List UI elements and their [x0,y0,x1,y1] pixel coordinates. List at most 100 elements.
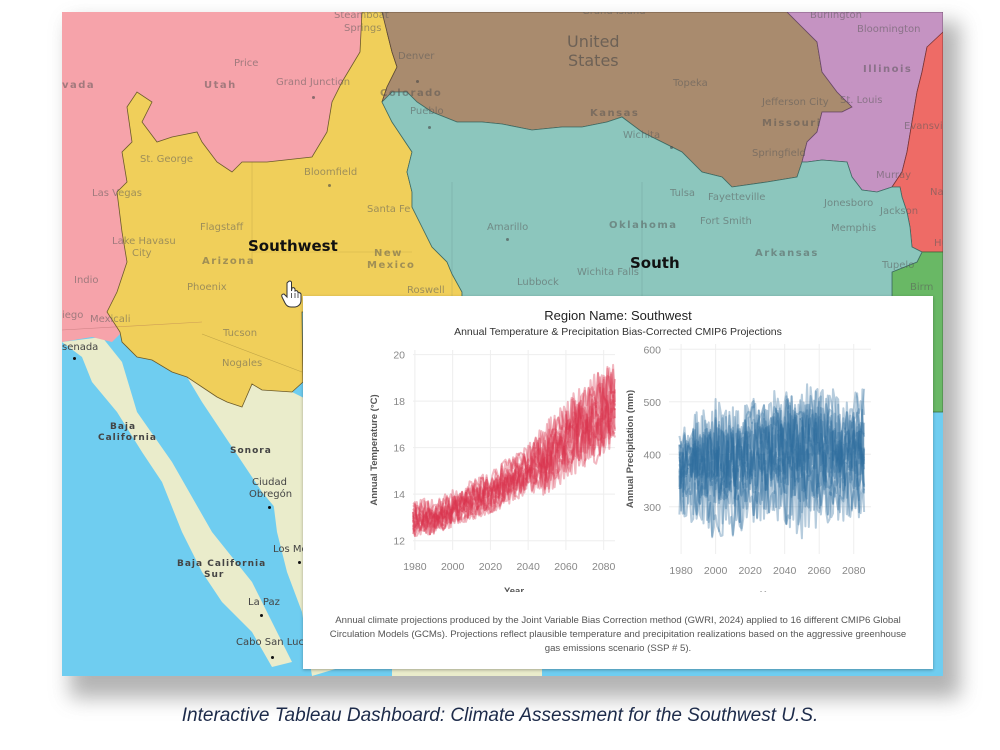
svg-text:18: 18 [393,396,405,408]
city-label-steamboat: Steamboat [334,12,389,21]
temperature-chart[interactable]: 1980 2000 2020 2040 2060 2080 12 14 16 18 20 Year An… [363,342,623,592]
city-label-jefferson-city: Jefferson City [762,97,829,108]
city-label-jackson: Jackson [880,206,919,217]
svg-text:2060: 2060 [554,561,578,573]
city-label-springs: Springs [344,23,382,34]
city-label-burlington: Burlington [810,12,862,21]
city-label-ensenada: senada [62,342,99,353]
city-label-st-george: St. George [140,154,194,165]
city-label-lubbock: Lubbock [517,277,559,288]
city-label-huntsville: Hu [934,238,943,249]
city-label-topeka: Topeka [673,78,708,89]
city-label-tulsa: Tulsa [670,188,696,199]
city-label-phoenix: Phoenix [187,282,227,293]
svg-text:Annual Precipitation (mm): Annual Precipitation (mm) [625,390,636,508]
city-label-evansville: Evansvil [904,121,943,132]
svg-text:2020: 2020 [738,565,762,577]
city-label-fort-smith: Fort Smith [700,216,752,227]
city-label-roswell: Roswell [407,285,445,296]
state-label-baja-california: California [98,433,157,443]
city-label-st-louis: St. Louis [840,95,883,106]
city-label-tupelo: Tupelo [882,260,915,271]
city-label-city: City [132,248,152,259]
tooltip-subtitle: Annual Temperature & Precipitation Bias-… [454,326,782,338]
svg-text:Year: Year [504,586,524,592]
city-label-murray: Murray [876,170,912,181]
hand-pointer-cursor-icon [281,280,302,308]
city-label-pueblo: Pueblo [410,106,444,117]
region-label-south[interactable]: South [630,254,680,272]
city-label-springfield: Springfield [752,148,806,159]
state-label-illinois: Illinois [863,64,913,75]
svg-text:Year: Year [760,590,780,592]
state-label-arkansas: Arkansas [755,248,819,259]
svg-text:16: 16 [393,443,405,455]
city-label-flagstaff: Flagstaff [200,222,244,233]
city-label-fayetteville: Fayetteville [708,192,766,203]
state-label-baja: Baja [110,422,137,432]
svg-text:1980: 1980 [403,561,427,573]
country-label: United States [567,32,620,70]
region-tooltip: Region Name: Southwest Annual Temperatur… [303,296,933,669]
state-label-missouri: Missouri [762,118,822,129]
city-label-nogales: Nogales [222,358,263,369]
svg-text:12: 12 [393,536,405,548]
city-label-los-mochis: Los Mo [273,544,308,555]
svg-text:2000: 2000 [704,565,728,577]
region-map[interactable]: United States Southwest South vada Utah A… [62,12,943,676]
svg-text:2060: 2060 [808,565,832,577]
state-label-sur: Sur [204,570,225,580]
state-label-arizona: Arizona [202,256,256,267]
city-label-la-paz: La Paz [248,597,280,608]
svg-text:Annual Temperature (°C): Annual Temperature (°C) [369,394,380,505]
city-label-bloomington: Bloomington [857,24,921,35]
svg-text:2080: 2080 [842,565,866,577]
tooltip-title: Region Name: Southwest [544,308,692,323]
city-label-amarillo: Amarillo [487,222,529,233]
svg-text:2040: 2040 [773,565,797,577]
city-label-grand-junction: Grand Junction [276,77,351,88]
city-label-bloomfield: Bloomfield [304,167,358,178]
city-label-price: Price [234,58,259,69]
svg-text:300: 300 [643,502,661,514]
svg-text:20: 20 [393,350,405,362]
city-label-birmingham: Birm [910,282,934,293]
state-label-colorado: Colorado [380,88,443,99]
city-label-memphis: Memphis [831,223,877,234]
svg-text:14: 14 [393,489,405,501]
svg-text:400: 400 [643,449,661,461]
region-label-southwest[interactable]: Southwest [248,237,338,255]
city-label-grand-island: Grand Island [582,12,646,17]
state-label-oklahoma: Oklahoma [609,220,678,231]
svg-text:1980: 1980 [669,565,693,577]
svg-text:2040: 2040 [516,561,540,573]
svg-text:2080: 2080 [592,561,616,573]
city-label-indio: Indio [74,275,99,286]
city-label-lake-havasu: Lake Havasu [112,236,176,247]
state-label-nevada: vada [62,80,96,91]
state-label-kansas: Kansas [590,108,640,119]
city-label-wichita: Wichita [623,130,661,141]
svg-text:2000: 2000 [441,561,465,573]
city-label-ciudad: Ciudad [252,477,287,488]
city-label-jonesboro: Jonesboro [824,198,874,209]
figure-caption: Interactive Tableau Dashboard: Climate A… [181,705,819,726]
state-label-new-mexico: Mexico [367,260,416,271]
precipitation-chart[interactable]: 1980 2000 2020 2040 2060 2080 300 400 500 600 Year… [623,342,883,592]
state-label-sonora: Sonora [230,446,272,456]
city-label-san-diego: iego [62,310,84,321]
state-label-baja-sur: Baja California [177,559,267,569]
city-label-mexicali: Mexicali [90,314,131,325]
city-label-santa-fe: Santa Fe [367,204,411,215]
city-label-wichita-falls: Wichita Falls [577,267,640,278]
svg-text:500: 500 [643,397,661,409]
city-label-denver: Denver [398,51,435,62]
svg-text:600: 600 [643,344,661,356]
city-label-nashville: Na [930,187,943,198]
svg-text:2020: 2020 [479,561,503,573]
city-label-cabo-san-lucas: Cabo San Lucas [236,637,316,648]
state-label-utah: Utah [204,80,237,91]
city-label-las-vegas: Las Vegas [92,188,142,199]
city-label-obregon: Obregón [249,489,293,500]
state-label-new: New [374,248,403,259]
